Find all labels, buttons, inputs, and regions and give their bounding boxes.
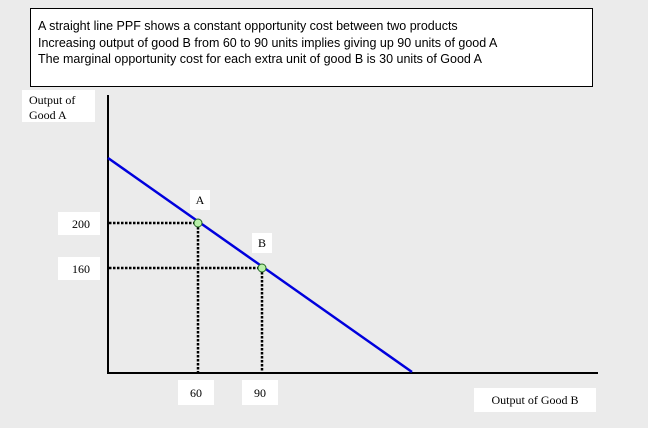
point [193,218,203,228]
point [257,263,267,273]
y-axis-label: Good A [29,108,67,122]
label-box [242,380,278,405]
point-label: A [196,193,205,207]
label-box [252,233,272,253]
label-box [58,257,100,280]
x-axis-label: Output of Good B [492,393,579,407]
label-box [178,380,214,405]
point-label: B [258,236,266,250]
text-line: The marginal opportunity cost for each e… [38,52,483,66]
guides [109,221,264,372]
y-axis-label: Output of [29,93,75,107]
label-box [474,388,596,412]
text-box [30,8,593,87]
label-box [190,190,210,210]
label-box [58,212,100,235]
x-tick-label: 90 [254,386,266,400]
y-tick-label: 200 [72,217,90,231]
text-line: Increasing output of good B from 60 to 9… [38,36,498,50]
y-tick-label: 160 [72,262,90,276]
x-tick-label: 60 [190,386,202,400]
label-box [22,90,95,122]
text-line: A straight line PPF shows a constant opp… [38,19,458,33]
